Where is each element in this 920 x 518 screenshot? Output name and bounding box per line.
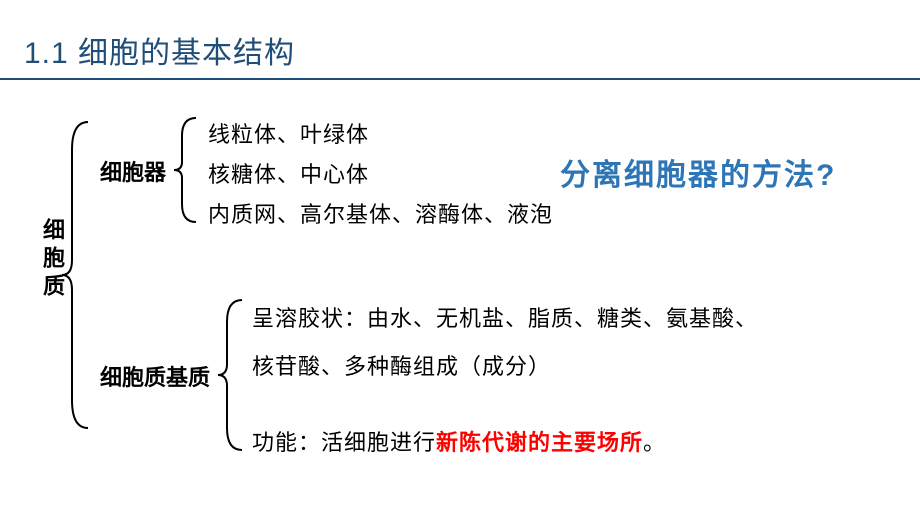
branch2-line2-prefix: 功能：活细胞进行 — [252, 430, 436, 455]
branch2-line2-suffix: 。 — [643, 430, 666, 455]
branch2-line1b: 核苷酸、多种酶组成（成分） — [252, 344, 551, 390]
title-row: 1.1 细胞的基本结构 — [24, 28, 295, 72]
branch2-line2-red: 新陈代谢的主要场所 — [436, 430, 643, 455]
title-underline — [0, 78, 920, 80]
page-title: 1.1 细胞的基本结构 — [24, 28, 295, 72]
bracket-branch1 — [172, 116, 198, 224]
branch1-line-2: 内质网、高尔基体、溶酶体、液泡 — [208, 192, 553, 238]
bracket-branch2 — [216, 298, 244, 452]
bracket-root — [60, 120, 90, 430]
callout-question: 分离细胞器的方法? — [560, 150, 836, 194]
slide: 1.1 细胞的基本结构 分离细胞器的方法? 细胞质 细胞器 线粒体、叶绿体 核糖… — [0, 0, 920, 518]
branch2-line2: 功能：活细胞进行新陈代谢的主要场所。 — [252, 420, 666, 466]
branch2-label: 细胞质基质 — [100, 360, 210, 392]
branch1-label: 细胞器 — [100, 155, 166, 187]
branch2-line1a: 呈溶胶状：由水、无机盐、脂质、糖类、氨基酸、 — [252, 296, 758, 342]
